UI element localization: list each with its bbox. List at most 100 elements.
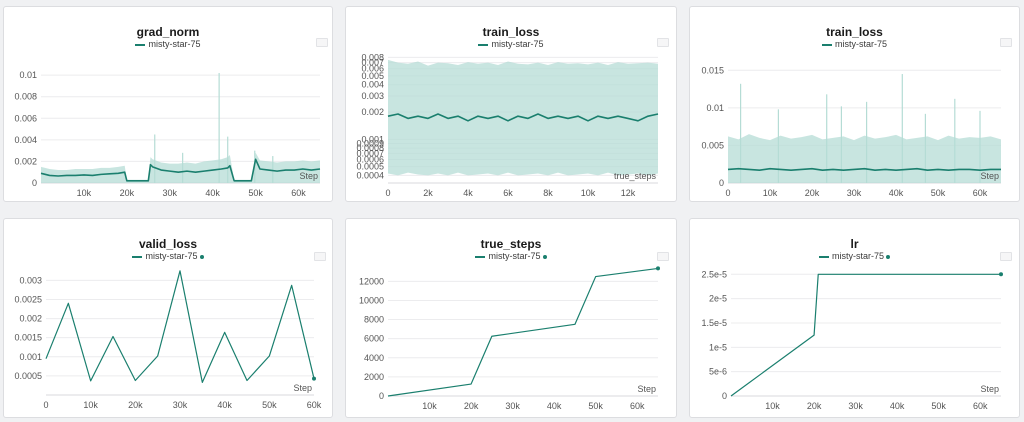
chart-title: lr [850,237,859,251]
y-tick-label: 0.0005 [14,371,42,381]
x-tick-label: 50k [262,400,277,410]
y-tick-label: 0.0005 [356,162,384,172]
y-tick-label: 0.006 [14,113,37,123]
x-axis-label: Step [980,384,999,394]
panel-true-steps: true_steps misty-star-75 0 2000 4000 6000 80… [345,218,677,418]
panel-lr: lr misty-star-75 0 5e-6 1e-5 1.5e-5 2e-5 2.5e… [689,218,1020,418]
y-tick-label: 8000 [364,315,384,325]
panel-menu-icon[interactable] [316,38,328,47]
legend[interactable]: misty-star-75 [346,251,676,261]
x-axis-label: Step [980,171,999,181]
x-tick-label: 60k [973,401,988,411]
x-tick-label: 20k [464,401,479,411]
x-tick-label: 20k [120,188,135,198]
y-tick-label: 2.5e-5 [701,269,727,279]
panel-menu-icon[interactable] [1000,38,1012,47]
legend[interactable]: misty-star-75 [4,251,332,261]
x-tick-label: 60k [973,188,988,198]
series-line [727,167,1001,172]
y-tick-label: 0 [379,391,384,401]
legend-label: misty-star-75 [831,251,884,261]
x-tick-label: 50k [248,188,263,198]
x-tick-label: 8k [543,188,553,198]
legend-label: misty-star-75 [148,39,201,49]
panel-train-loss-step: train_loss misty-star-75 0 0.005 0.01 0.015… [689,6,1020,202]
x-tick-label: 10k [77,188,92,198]
panel-menu-icon[interactable] [657,252,669,261]
legend-dot-icon [199,254,204,259]
x-tick-label: 20k [805,188,820,198]
legend-dot-icon [542,254,547,259]
x-tick-label: 10k [83,400,98,410]
y-tick-label: 0.0008 [356,143,384,153]
x-tick-label: 10k [422,401,437,411]
y-tick-label: 6000 [364,334,384,344]
chart-valid-loss: 0.0005 0.001 0.0015 0.002 0.0025 0.003 0 10k 20k… [14,270,322,410]
chart-grad-norm: 0 0.002 0.004 0.006 0.008 0.01 10k 20k 30k 40k 50k… [14,70,321,198]
y-tick-label: 0.002 [361,107,384,117]
y-tick-label: 0.004 [361,80,384,90]
y-tick-label: 0.008 [14,92,37,102]
y-tick-label: 0.005 [361,71,384,81]
chart-train-loss-step: 0 0.005 0.01 0.015 0 10k 20k 30k 40k 50k 60k Step [701,65,1001,198]
legend-swatch [475,255,486,258]
legend-swatch [478,43,489,46]
y-tick-label: 0 [32,178,37,188]
y-tick-label: 0.0025 [14,294,42,304]
series-line [387,113,659,122]
panel-menu-icon[interactable] [314,252,326,261]
y-tick-label: 0.003 [19,275,42,285]
legend-label: misty-star-75 [488,251,541,261]
x-tick-label: 60k [307,400,322,410]
legend-swatch [821,43,832,46]
x-tick-label: 0 [43,400,48,410]
y-tick-label: 0 [719,178,724,188]
x-tick-label: 30k [173,400,188,410]
y-tick-label: 0.0006 [356,154,384,164]
legend-swatch [135,43,146,46]
panel-train-loss-true-steps: train_loss misty-star-75 0.0004 0.0005 0.0… [345,6,677,202]
y-tick-label: 0.0007 [356,148,384,158]
series-end-point [312,376,316,381]
x-tick-label: 10k [763,188,778,198]
chart-title: true_steps [480,237,542,251]
x-tick-label: 30k [848,401,863,411]
x-tick-label: 4k [463,188,473,198]
y-tick-label: 0.006 [361,64,384,74]
legend[interactable]: misty-star-75 [4,39,332,49]
x-tick-label: 30k [163,188,178,198]
legend-label: misty-star-75 [491,39,544,49]
legend[interactable]: misty-star-75 [690,251,1019,261]
x-tick-label: 60k [291,188,306,198]
panel-menu-icon[interactable] [657,38,669,47]
series-line [387,267,659,397]
x-tick-label: 0 [385,188,390,198]
y-tick-label: 0.01 [706,103,724,113]
y-tick-label: 0.0009 [356,138,384,148]
legend-dot-icon [886,254,890,259]
series-end-point [999,272,1003,277]
y-tick-label: 0.001 [361,134,384,144]
legend[interactable]: misty-star-75 [690,39,1019,49]
panel-menu-icon[interactable] [1000,252,1012,261]
y-tick-label: 0.002 [14,156,37,166]
legend[interactable]: misty-star-75 [346,39,676,49]
x-tick-label: 6k [503,188,513,198]
panel-valid-loss: valid_loss misty-star-75 0.0005 0.001 0.00… [3,218,333,418]
y-tick-label: 0.0004 [356,170,384,180]
chart-title: train_loss [826,25,883,39]
y-tick-label: 5e-6 [709,367,727,377]
y-tick-label: 0.008 [361,52,384,62]
x-tick-label: 12k [621,188,636,198]
x-tick-label: 60k [630,401,645,411]
panel-grad-norm: grad_norm misty-star-75 0 0.002 0.004 0.006… [3,6,333,202]
y-tick-label: 0.004 [14,135,37,145]
y-tick-label: 0 [722,391,727,401]
x-tick-label: 10k [765,401,780,411]
y-tick-label: 0.003 [361,91,384,101]
x-tick-label: 40k [547,401,562,411]
y-tick-label: 0.001 [19,352,42,362]
y-tick-label: 1e-5 [709,342,727,352]
x-tick-label: 30k [847,188,862,198]
chart-lr: 0 5e-6 1e-5 1.5e-5 2e-5 2.5e-5 10k 20k 30k 40k 50k… [701,269,1003,411]
